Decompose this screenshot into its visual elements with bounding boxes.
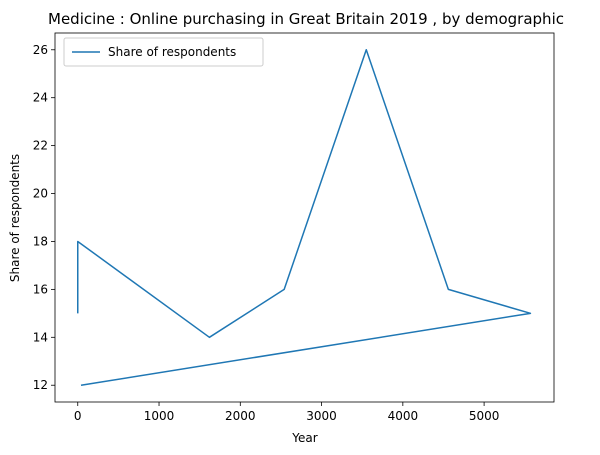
series-line-0 [77, 49, 532, 386]
y-axis-title: Share of respondents [8, 154, 22, 282]
x-tick-label: 3000 [306, 409, 337, 423]
y-axis: 12 14 16 18 20 22 24 26 [33, 43, 55, 392]
y-tick-label: 18 [33, 234, 48, 248]
x-tick-label: 5000 [469, 409, 500, 423]
x-axis: 0 1000 2000 3000 4000 5000 [74, 402, 499, 423]
x-axis-title: Year [291, 431, 317, 445]
legend-box [63, 37, 264, 67]
x-tick-label: 4000 [388, 409, 419, 423]
y-tick-label: 24 [33, 91, 48, 105]
y-tick-label: 12 [33, 378, 48, 392]
plot-frame [54, 32, 555, 403]
x-tick-label: 2000 [225, 409, 256, 423]
chart-title: Medicine : Online purchasing in Great Br… [48, 10, 564, 28]
x-tick-label: 1000 [144, 409, 175, 423]
y-tick-label: 26 [33, 43, 48, 57]
plot-area [54, 32, 555, 403]
legend: Share of respondents [63, 37, 264, 67]
y-tick-label: 20 [33, 187, 48, 201]
legend-label: Share of respondents [108, 45, 236, 59]
y-tick-label: 16 [33, 282, 48, 296]
x-tick-label: 0 [74, 409, 82, 423]
y-tick-label: 22 [33, 139, 48, 153]
y-tick-label: 14 [33, 330, 48, 344]
